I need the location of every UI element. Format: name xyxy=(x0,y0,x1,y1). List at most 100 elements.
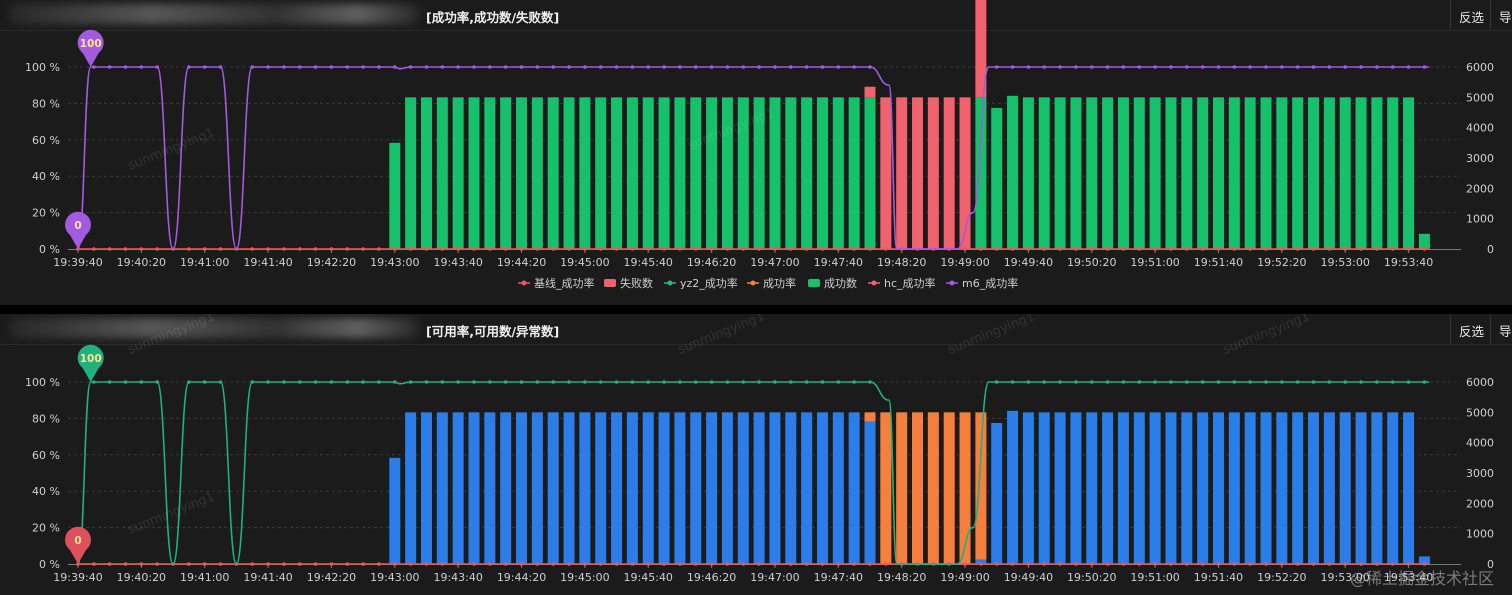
invert-selection-button[interactable]: 反选 xyxy=(1459,324,1485,339)
chart-panel-success: [成功率,成功数/失败数] 反选 导 0 % 20 % 40 % 60 % 80 % 10… xyxy=(0,0,1512,305)
site-watermark: @稀土掘金技术社区 xyxy=(1349,569,1494,588)
bar xyxy=(1038,97,1050,249)
rate-point xyxy=(868,380,872,384)
bar xyxy=(1228,412,1240,564)
bar xyxy=(1292,97,1304,249)
rate-point xyxy=(1089,65,1094,69)
rate-point xyxy=(836,65,841,69)
baseline-point xyxy=(1280,562,1284,566)
rate-point xyxy=(456,65,460,69)
bar xyxy=(864,86,876,98)
baseline-point xyxy=(440,562,445,566)
bar xyxy=(1102,412,1114,564)
bar xyxy=(611,412,623,564)
bar xyxy=(1197,412,1209,564)
baseline-point xyxy=(773,247,777,251)
bar xyxy=(927,412,939,564)
bar xyxy=(896,412,908,564)
bar xyxy=(1007,95,1019,249)
baseline-point xyxy=(408,247,413,251)
bar xyxy=(1165,412,1177,564)
bar xyxy=(864,412,876,422)
rate-point xyxy=(313,380,318,384)
header-divider xyxy=(1450,0,1451,30)
x-tick-label: 19:51:40 xyxy=(1194,256,1243,269)
baseline-point xyxy=(757,247,761,251)
y-right-tick-label: 6000 xyxy=(1466,61,1494,74)
baseline-point xyxy=(266,247,270,251)
y-right-tick-label: 6000 xyxy=(1466,376,1494,389)
x-tick-label: 19:43:00 xyxy=(370,571,419,584)
rate-point xyxy=(266,380,270,384)
bar xyxy=(389,457,401,564)
baseline-point xyxy=(868,562,872,566)
x-tick-label: 19:41:40 xyxy=(243,571,292,584)
rate-point xyxy=(709,65,714,69)
rate-point xyxy=(789,380,793,384)
bar xyxy=(500,97,512,249)
legend-item: 成功率 xyxy=(747,276,796,290)
bar xyxy=(658,97,670,249)
bar xyxy=(1070,97,1082,249)
x-tick-label: 19:40:20 xyxy=(117,571,166,584)
bar xyxy=(579,97,591,249)
legend-item: 失败数 xyxy=(604,276,653,290)
header-divider xyxy=(1450,314,1451,344)
rate-point xyxy=(1105,65,1110,69)
marker-label: 0 xyxy=(74,535,81,547)
bar xyxy=(1117,97,1129,249)
baseline-point xyxy=(187,562,191,566)
baseline-point xyxy=(567,562,571,566)
baseline-point xyxy=(884,247,888,251)
rate-point xyxy=(1232,380,1237,384)
export-button[interactable]: 导 xyxy=(1499,324,1512,339)
rate-point xyxy=(361,65,365,69)
baseline-point xyxy=(92,562,96,566)
invert-selection-button[interactable]: 反选 xyxy=(1459,10,1485,25)
bar xyxy=(1022,97,1034,249)
x-tick-label: 19:44:20 xyxy=(497,571,546,584)
baseline-point xyxy=(725,562,730,566)
marker-pin: 100 xyxy=(77,344,104,382)
legend-item: 基线_成功率 xyxy=(518,276,595,290)
baseline-point xyxy=(1185,247,1189,251)
rate-point xyxy=(202,380,207,384)
baseline-point xyxy=(393,562,397,566)
export-button[interactable]: 导 xyxy=(1499,10,1512,25)
marker-shape xyxy=(77,29,104,67)
x-tick-label: 19:47:40 xyxy=(814,571,863,584)
rate-point xyxy=(1264,380,1268,384)
x-tick-label: 19:46:20 xyxy=(687,571,736,584)
bar xyxy=(484,412,496,564)
baseline-point xyxy=(1375,562,1379,566)
bar xyxy=(1212,412,1224,564)
baseline-point xyxy=(1042,562,1047,566)
bar xyxy=(1276,412,1288,564)
baseline-point xyxy=(1058,562,1062,566)
y-right-tick-label: 3000 xyxy=(1466,467,1494,480)
rate-point xyxy=(994,380,999,384)
rate-point xyxy=(1200,65,1205,69)
rate-point xyxy=(741,380,746,384)
bar xyxy=(943,412,955,564)
bar xyxy=(468,412,480,564)
bar xyxy=(1054,412,1066,564)
rate-point xyxy=(1390,380,1395,384)
bar xyxy=(1181,412,1193,564)
bar xyxy=(1181,97,1193,249)
x-tick-label: 19:53:40 xyxy=(1384,256,1433,269)
rate-point xyxy=(313,65,318,69)
x-tick-label: 19:45:40 xyxy=(624,571,673,584)
baseline-point xyxy=(297,247,302,251)
legend-item: 成功数 xyxy=(808,277,857,290)
rate-point xyxy=(804,380,809,384)
bar xyxy=(1149,97,1161,249)
y-right-tick-label: 4000 xyxy=(1466,122,1494,135)
bar xyxy=(721,97,733,249)
legend-label: hc_成功率 xyxy=(884,276,936,290)
baseline-point xyxy=(218,247,223,251)
baseline-point xyxy=(440,247,445,251)
baseline-point xyxy=(662,247,666,251)
redacted-title xyxy=(8,4,420,24)
baseline-point xyxy=(1042,247,1047,251)
